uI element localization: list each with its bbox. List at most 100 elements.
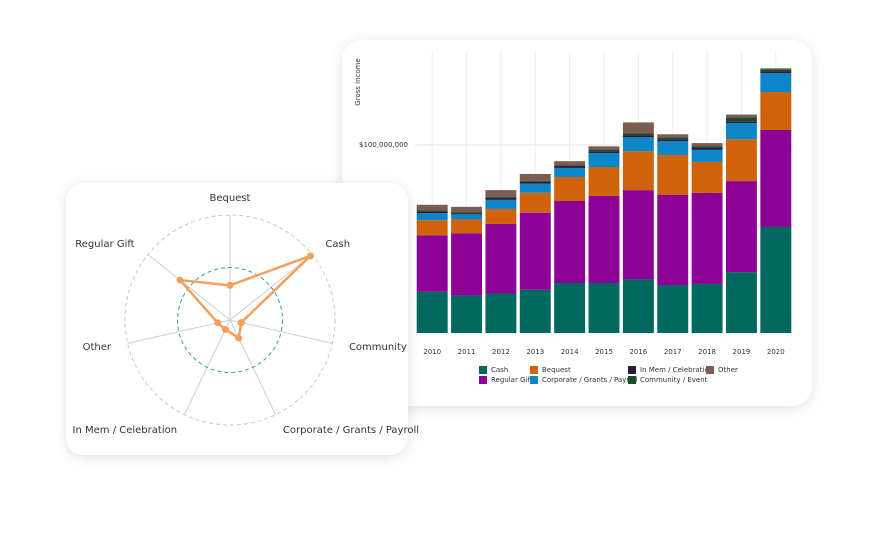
bar-segment (554, 201, 586, 283)
x-tick-label: 2014 (561, 348, 579, 356)
bar-segment (485, 198, 517, 200)
bar-segment (554, 165, 586, 167)
bar-segment (451, 214, 483, 220)
bar-segment (622, 151, 654, 191)
bar-segment (760, 71, 792, 73)
x-tick-label: 2020 (767, 348, 785, 356)
bar-segment (657, 137, 689, 140)
bar-segment (416, 235, 448, 292)
axis-label: Community (349, 342, 407, 353)
bar-segment (519, 181, 551, 184)
legend-swatch (706, 366, 714, 374)
x-tick-label: 2016 (629, 348, 647, 356)
x-tick-label: 2011 (458, 348, 476, 356)
x-tick-label: 2019 (733, 348, 751, 356)
bar-segment (519, 289, 551, 333)
x-tick-label: 2018 (698, 348, 716, 356)
bar-segment (451, 295, 483, 333)
bar-segment (691, 146, 723, 149)
bar-segment (519, 183, 551, 193)
axis-label: Corporate / Grants / Payroll (283, 425, 419, 436)
bar-segment (622, 133, 654, 136)
axis-label: Cash (325, 239, 350, 250)
bar-segment (760, 72, 792, 92)
bar-segment (760, 69, 792, 72)
bar-segment (725, 117, 757, 122)
bar-segment (554, 161, 586, 166)
bar-segment (485, 199, 517, 209)
bar-segment (485, 190, 517, 198)
legend-swatch (479, 376, 487, 384)
bar-segment (554, 176, 586, 202)
bar-segment (760, 68, 792, 70)
radar-point (235, 334, 243, 342)
legend-label: Regular Gift (491, 376, 533, 384)
legend-label: Bequest (542, 366, 571, 374)
bar-segment (691, 149, 723, 162)
bar-segment (622, 135, 654, 138)
spoke (229, 319, 333, 344)
bar-segment (760, 226, 792, 333)
bar-segment (622, 137, 654, 152)
axis-label: Other (83, 342, 112, 353)
legend-label: Other (718, 366, 738, 374)
legend-swatch (530, 376, 538, 384)
bar-segment (725, 272, 757, 333)
bar-segment (554, 167, 586, 177)
bar-segment (691, 192, 723, 284)
bar-segment (485, 223, 517, 294)
bar-segment (588, 195, 620, 283)
bar-segment (725, 114, 757, 118)
legend-swatch (628, 376, 636, 384)
axis-label: Regular Gift (75, 239, 134, 250)
bar-segment (451, 206, 483, 213)
bar-segment (485, 293, 517, 333)
bar-segment (622, 190, 654, 280)
bar-segment (451, 219, 483, 234)
bar-segment (485, 208, 517, 224)
radar-line (178, 254, 312, 340)
radar-point (176, 276, 184, 284)
bar-segment (760, 129, 792, 227)
bar-segment (691, 148, 723, 150)
radar-chart: Bequest Cash Community Corporate / Grants /… (66, 183, 419, 455)
bar-segment (416, 211, 448, 214)
bar-segment (554, 166, 586, 168)
x-tick-label: 2017 (664, 348, 682, 356)
bar-segment (657, 134, 689, 138)
radar-point (214, 319, 222, 327)
bar-segment (622, 122, 654, 134)
bar-segment (657, 139, 689, 142)
bar-segment (657, 141, 689, 155)
bar-segment (451, 212, 483, 214)
bar-segment (622, 279, 654, 333)
bar-segment (725, 181, 757, 273)
bar-segment (416, 291, 448, 333)
radar-point (221, 325, 229, 333)
bar-segment (657, 285, 689, 333)
card (66, 183, 408, 455)
bar-segment (416, 210, 448, 212)
bar-segment (588, 282, 620, 333)
axis-label: In Mem / Celebration (73, 425, 178, 436)
bar-segment (588, 149, 620, 152)
radar-point (226, 281, 234, 289)
bar-segment (588, 153, 620, 167)
bar-segment (657, 195, 689, 286)
bar-segment (760, 91, 792, 130)
spoke (127, 319, 231, 344)
bar-segment (519, 212, 551, 290)
bar-segment (451, 233, 483, 296)
bar-segment (554, 282, 586, 333)
radar-point (237, 319, 245, 327)
grid-circle (124, 214, 336, 426)
bar-segment (519, 180, 551, 182)
bar-segment (691, 283, 723, 333)
bar-segment (485, 197, 517, 199)
legend-label: In Mem / Celebration (640, 366, 713, 374)
bar-segment (725, 139, 757, 182)
bar-segment (416, 220, 448, 236)
bar-segment (725, 123, 757, 140)
legend-label: Corporate / Grants / Payroll (542, 376, 637, 384)
